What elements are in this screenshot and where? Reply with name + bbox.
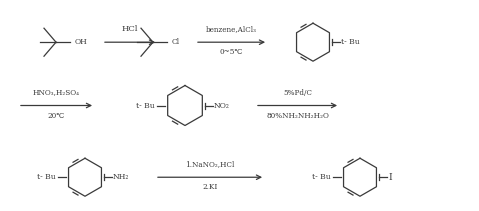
Text: 2.KI: 2.KI [202, 183, 217, 191]
Text: t- Bu: t- Bu [37, 173, 56, 181]
Text: OH: OH [75, 38, 88, 46]
Text: 5%Pd/C: 5%Pd/C [283, 88, 312, 96]
Text: 1.NaNO₂,HCl: 1.NaNO₂,HCl [185, 160, 235, 168]
Text: 80%NH₂NH₂H₂O: 80%NH₂NH₂H₂O [266, 111, 329, 119]
Text: t- Bu: t- Bu [137, 101, 155, 110]
Text: HCl: HCl [122, 25, 138, 33]
Text: t- Bu: t- Bu [341, 38, 360, 46]
Text: 0~5℃: 0~5℃ [220, 48, 243, 56]
Text: t- Bu: t- Bu [312, 173, 331, 181]
Text: NH₂: NH₂ [113, 173, 129, 181]
Text: Cl: Cl [172, 38, 180, 46]
Text: benzene,AlCl₃: benzene,AlCl₃ [206, 25, 257, 33]
Text: I: I [388, 173, 392, 182]
Text: 20℃: 20℃ [48, 111, 65, 119]
Text: NO₂: NO₂ [214, 101, 230, 110]
Text: HNO₃,H₂SO₄: HNO₃,H₂SO₄ [33, 88, 80, 96]
